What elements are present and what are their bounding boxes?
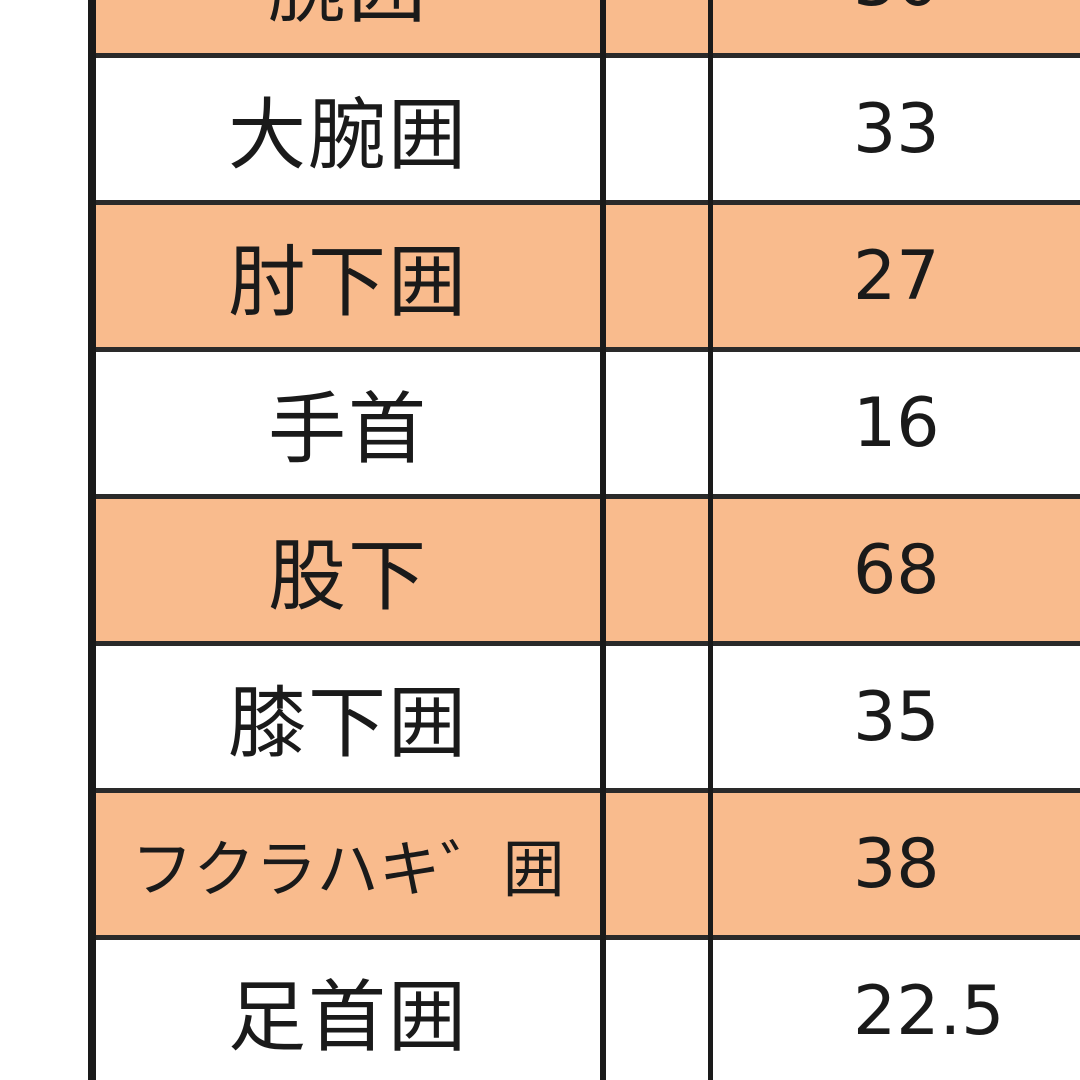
- row-label: 肘下囲: [96, 205, 600, 352]
- empty-cell: [606, 58, 708, 205]
- row-value: 68: [713, 499, 1080, 646]
- row-label: 股下: [96, 499, 600, 646]
- row-value: 27: [713, 205, 1080, 352]
- empty-cell: [606, 499, 708, 646]
- empty-cell: [606, 0, 708, 58]
- left-border: [88, 0, 96, 1080]
- row-value: 16: [713, 352, 1080, 499]
- row-value: 35: [713, 646, 1080, 793]
- row-value: 38: [713, 793, 1080, 940]
- empty-cell: [606, 646, 708, 793]
- row-label: 大腕囲: [96, 58, 600, 205]
- column-divider: [600, 0, 606, 1080]
- row-label: 膝下囲: [96, 646, 600, 793]
- row-label: 手首: [96, 352, 600, 499]
- empty-cell: [606, 352, 708, 499]
- row-value: 33: [713, 58, 1080, 205]
- row-label: 腕囲: [96, 0, 600, 58]
- empty-cell: [606, 940, 708, 1080]
- row-value: 30: [713, 0, 1080, 58]
- row-label: フクラハキ゛囲: [96, 793, 600, 940]
- empty-cell: [606, 205, 708, 352]
- empty-cell: [606, 793, 708, 940]
- row-value: 22.5: [713, 940, 1080, 1080]
- column-divider: [708, 0, 713, 1080]
- row-label: 足首囲: [96, 940, 600, 1080]
